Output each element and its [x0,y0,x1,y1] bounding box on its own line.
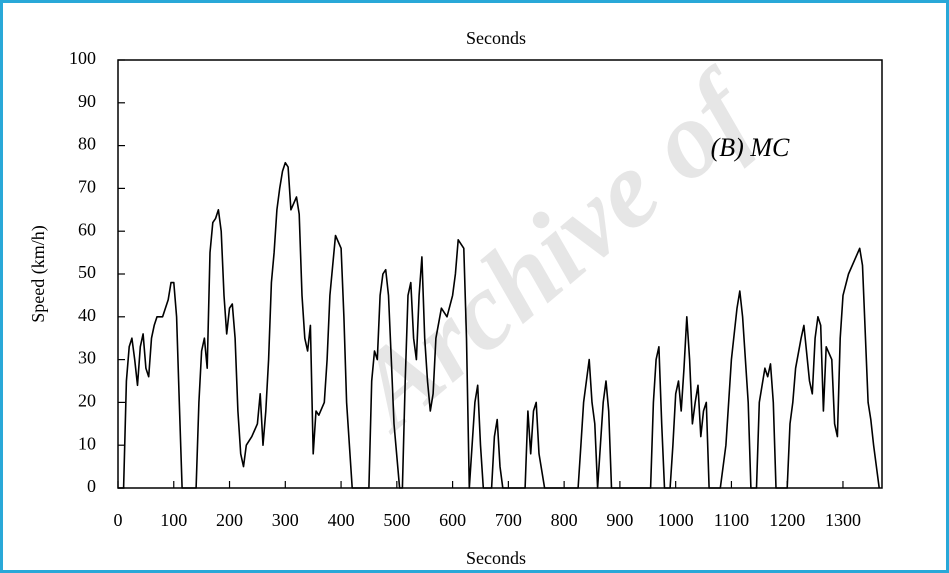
x-axis-label: Seconds [466,548,526,568]
x-tick-label: 1000 [658,510,694,530]
y-tick-label: 60 [78,219,96,239]
y-tick-label: 0 [87,476,96,496]
y-tick-label: 70 [78,177,96,197]
annotation: (B) MC [711,133,790,162]
x-tick-label: 1200 [769,510,805,530]
y-tick-label: 40 [78,305,96,325]
speed-line [118,161,880,489]
y-tick-label: 10 [78,433,96,453]
y-tick-label: 20 [78,391,96,411]
x-tick-label: 300 [272,510,299,530]
x-tick-label: 700 [495,510,522,530]
y-tick-label: 90 [78,91,96,111]
y-tick-label: 30 [78,348,96,368]
x-tick-label: 1300 [825,510,861,530]
chart-title: Seconds [466,28,526,48]
y-tick-label: 80 [78,134,96,154]
y-tick-label: 100 [69,48,96,68]
y-tick-label: 50 [78,262,96,282]
x-tick-label: 1100 [714,510,749,530]
x-tick-label: 400 [328,510,355,530]
x-tick-label: 0 [114,510,123,530]
x-tick-label: 500 [383,510,410,530]
x-tick-label: 900 [606,510,633,530]
y-axis-label: Speed (km/h) [28,225,49,322]
x-tick-label: 100 [160,510,187,530]
x-tick-label: 200 [216,510,243,530]
x-tick-label: 800 [551,510,578,530]
x-tick-label: 600 [439,510,466,530]
